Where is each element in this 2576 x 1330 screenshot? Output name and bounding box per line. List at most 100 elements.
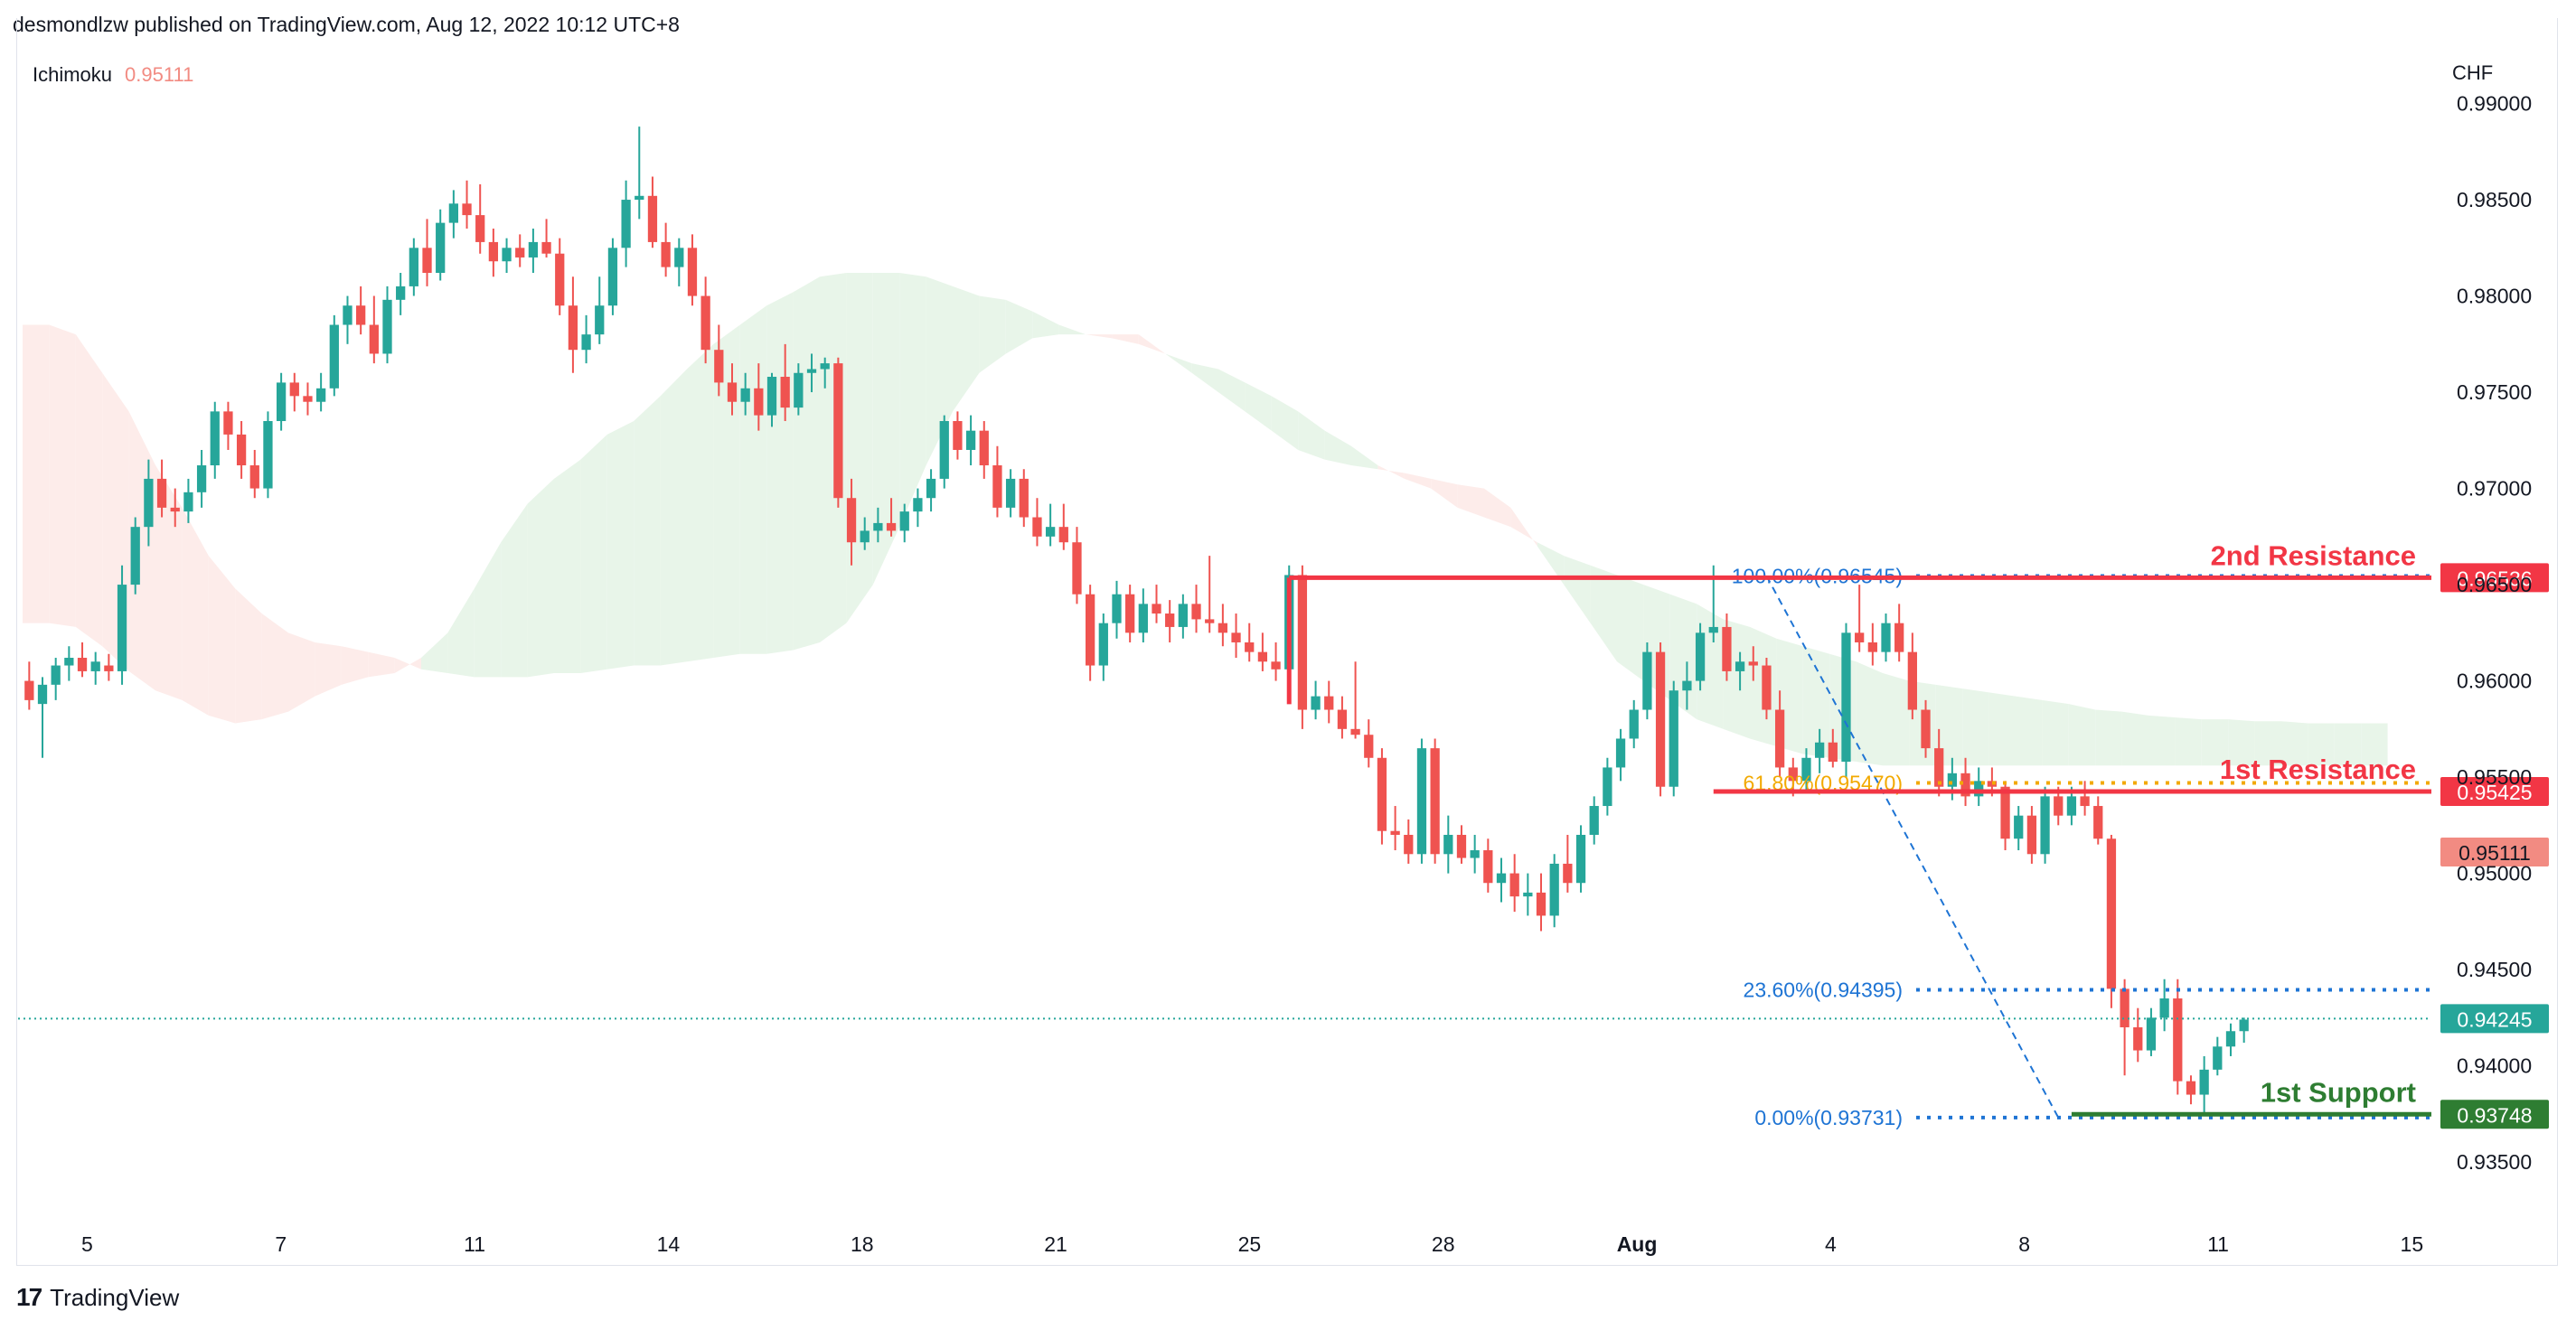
candle-body (2026, 815, 2037, 855)
candle-body (1231, 632, 1241, 642)
candle-body (1881, 623, 1891, 652)
cloud-segment (2095, 709, 2122, 766)
cloud-segment (49, 324, 76, 627)
candle-body (1191, 604, 1201, 620)
candle-body (754, 388, 764, 416)
candle-body (1828, 742, 1838, 763)
y-tick-label: 0.96000 (2457, 670, 2532, 693)
candle-body (1045, 527, 1056, 537)
cloud-segment (1590, 565, 1617, 662)
candle-body (1947, 773, 1958, 787)
x-tick-label: 25 (1238, 1232, 1262, 1256)
fib-level-label: 23.60%(0.94395) (1744, 978, 1903, 1001)
price-tag (2440, 777, 2549, 807)
candle-body (1841, 632, 1851, 763)
ichimoku-cloud (23, 273, 2388, 766)
cloud-segment (1377, 465, 1405, 479)
candle-body (1470, 850, 1480, 858)
candle-body (2186, 1081, 2196, 1095)
cloud-segment (1245, 382, 1272, 431)
candle-body (860, 530, 870, 543)
candle-body (1165, 613, 1175, 627)
cloud-segment (1988, 692, 2016, 766)
candle-body (2054, 796, 2064, 816)
y-tick-label: 0.96500 (2457, 573, 2532, 596)
candle-body (766, 377, 777, 416)
cloud-segment (1962, 688, 1989, 766)
candle-body (1867, 642, 1877, 652)
candle-body (130, 527, 140, 585)
candle-body (794, 372, 804, 408)
candle-body (343, 305, 353, 325)
cloud-segment (926, 276, 953, 466)
cloud-segment (182, 507, 209, 716)
candle-body (1098, 623, 1108, 666)
candle-body (820, 363, 830, 370)
candle-body (595, 305, 605, 335)
cloud-segment (1005, 299, 1033, 354)
candle-body (1855, 632, 1865, 642)
candle-body (806, 369, 817, 373)
candle-body (1257, 651, 1268, 662)
candle-body (2040, 796, 2050, 855)
candle-body (1801, 757, 1811, 782)
candle-body (2146, 1017, 2157, 1051)
candle-body (183, 492, 193, 512)
candle-body (382, 299, 392, 354)
candle-body (117, 585, 127, 671)
cloud-segment (766, 292, 794, 654)
candle-body (1774, 709, 1785, 768)
y-tick-label: 0.97000 (2457, 477, 2532, 501)
candle-body (210, 411, 220, 466)
x-tick-label: 4 (1825, 1232, 1837, 1256)
candle-body (1695, 632, 1706, 681)
candle-body (1138, 604, 1148, 633)
brand-name: TradingView (50, 1283, 180, 1311)
x-axis: 5 7 11 14 18 21 25 28 Aug 4 8 11 15 (81, 1232, 2423, 1256)
indicator-name: Ichimoku (33, 63, 113, 86)
tradingview-logo-icon: 17 (16, 1283, 42, 1311)
candle-body (1615, 738, 1626, 768)
candle-body (1205, 619, 1215, 623)
cloud-segment (1138, 334, 1166, 354)
candle-body (24, 680, 34, 700)
y-tick-label: 0.95500 (2457, 765, 2532, 789)
y-tick-label: 0.93500 (2457, 1150, 2532, 1174)
candle-body (223, 411, 233, 435)
price-tag-label: 0.96536 (2457, 567, 2532, 590)
candle-body (1536, 892, 1547, 916)
indicator-legend[interactable]: Ichimoku 0.95111 (33, 63, 193, 87)
candle-body (714, 350, 724, 383)
levels: 100.00%(0.96545)61.80%(0.95470)23.60%(0.… (18, 539, 2549, 1129)
price-tag-label: 0.93748 (2457, 1103, 2532, 1127)
candle-body (1350, 728, 1360, 735)
x-tick-label: 28 (1432, 1232, 1455, 1256)
x-tick-label: 18 (851, 1232, 874, 1256)
indicator-value: 0.95111 (125, 63, 194, 86)
candle-body (1297, 575, 1308, 710)
cloud-segment (554, 459, 581, 674)
candle-body (1311, 696, 1321, 710)
x-tick-label: 21 (1044, 1232, 1067, 1256)
candle-body (2014, 815, 2024, 839)
candle-body (1974, 781, 1984, 797)
candle-body (1005, 478, 1016, 508)
candle-body (315, 388, 326, 402)
candle-body (196, 465, 207, 492)
candle-body (1443, 834, 1453, 855)
cloud-segment (953, 286, 980, 412)
cloud-segment (634, 396, 661, 666)
candle-body (899, 511, 909, 531)
y-tick-label: 0.98000 (2457, 285, 2532, 308)
candle-body (1271, 661, 1281, 670)
cloud-segment (23, 324, 50, 623)
candle-body (462, 203, 472, 216)
candle-body (1722, 626, 1732, 671)
currency-label: CHF (2452, 61, 2494, 84)
footer-brand[interactable]: 17 TradingView (16, 1283, 179, 1312)
level-label: 1st Resistance (2220, 754, 2416, 785)
cloud-segment (288, 632, 315, 712)
candle-body (555, 253, 565, 306)
candle-body (635, 195, 644, 201)
